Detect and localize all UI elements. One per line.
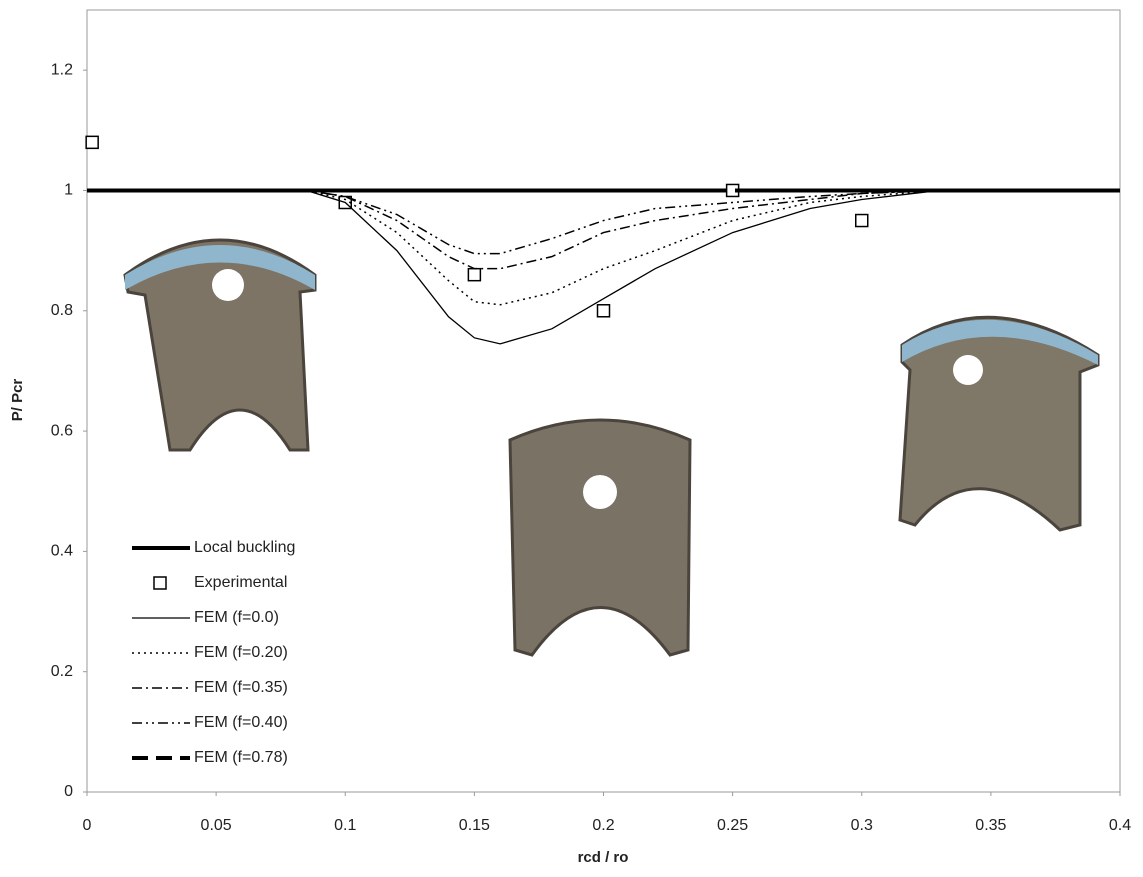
legend-label: FEM (f=0.35) (194, 679, 288, 696)
series-line (87, 189, 1120, 345)
legend-label: FEM (f=0.40) (194, 714, 288, 731)
series-line (87, 189, 1120, 270)
legend-label: FEM (f=0.20) (194, 644, 288, 661)
legend-symbol (153, 576, 167, 590)
data-point (596, 304, 611, 318)
data-point (467, 267, 482, 282)
data-point (855, 213, 869, 228)
y-tick-label: 1 (64, 182, 73, 199)
x-tick-label: 0.35 (975, 817, 1006, 834)
y-axis-title: P/ Pcr (9, 379, 26, 422)
x-tick-label: 0.4 (1109, 817, 1131, 834)
y-tick-label: 0.6 (51, 422, 73, 439)
x-tick-label: 0.1 (334, 817, 356, 834)
x-tick-label: 0.2 (592, 817, 614, 834)
x-tick-label: 0.3 (851, 817, 873, 834)
data-point (85, 135, 99, 150)
specimen-photo (898, 315, 1100, 532)
legend-label: Local buckling (194, 539, 295, 556)
y-tick-label: 0.2 (51, 663, 73, 680)
x-axis-title: rcd / ro (578, 849, 629, 866)
y-tick-label: 0 (64, 783, 73, 800)
x-tick-label: 0 (83, 817, 92, 834)
y-tick-label: 0.4 (51, 543, 73, 560)
legend-label: FEM (f=0.78) (194, 749, 288, 766)
legend-label: FEM (f=0.0) (194, 609, 279, 626)
specimen-photo (508, 418, 692, 657)
y-tick-label: 1.2 (51, 61, 73, 78)
y-tick-label: 0.8 (51, 302, 73, 319)
x-tick-label: 0.25 (717, 817, 748, 834)
legend-label: Experimental (194, 574, 287, 591)
x-tick-label: 0.05 (201, 817, 232, 834)
x-tick-label: 0.15 (459, 817, 490, 834)
specimen-photo (123, 238, 317, 452)
